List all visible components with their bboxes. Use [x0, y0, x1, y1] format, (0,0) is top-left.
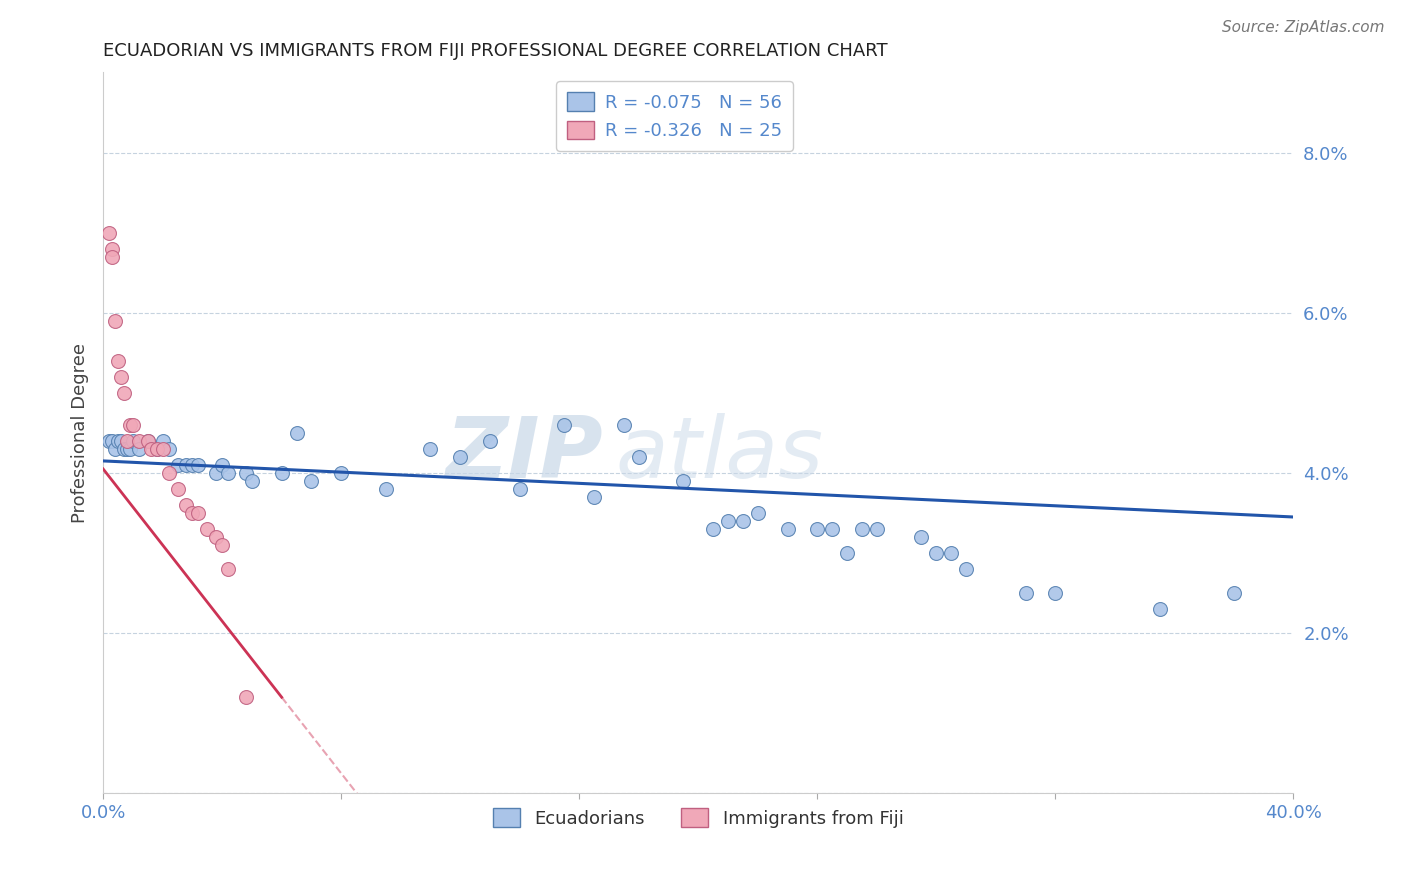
Point	[419, 442, 441, 456]
Point	[157, 442, 180, 456]
Point	[478, 434, 501, 448]
Point	[553, 417, 575, 432]
Point	[851, 522, 873, 536]
Point	[195, 522, 218, 536]
Y-axis label: Professional Degree: Professional Degree	[72, 343, 89, 523]
Point	[509, 482, 531, 496]
Point	[145, 442, 167, 456]
Point	[747, 506, 769, 520]
Point	[187, 458, 209, 472]
Point	[627, 450, 650, 464]
Point	[101, 250, 124, 264]
Point	[330, 466, 353, 480]
Point	[301, 474, 323, 488]
Point	[285, 425, 308, 440]
Point	[107, 434, 129, 448]
Text: Source: ZipAtlas.com: Source: ZipAtlas.com	[1222, 20, 1385, 35]
Point	[240, 474, 263, 488]
Text: atlas: atlas	[614, 413, 823, 496]
Point	[235, 466, 257, 480]
Point	[1149, 602, 1171, 616]
Point	[166, 458, 188, 472]
Legend: Ecuadorians, Immigrants from Fiji: Ecuadorians, Immigrants from Fiji	[486, 801, 911, 835]
Point	[128, 442, 150, 456]
Point	[449, 450, 471, 464]
Point	[115, 434, 138, 448]
Point	[98, 434, 121, 448]
Point	[672, 474, 695, 488]
Text: ZIP: ZIP	[446, 413, 603, 496]
Point	[866, 522, 889, 536]
Point	[955, 562, 977, 576]
Point	[217, 562, 239, 576]
Point	[1014, 586, 1036, 600]
Point	[98, 226, 121, 240]
Point	[702, 522, 724, 536]
Point	[136, 434, 159, 448]
Point	[104, 314, 127, 328]
Point	[941, 546, 963, 560]
Point	[211, 458, 233, 472]
Point	[806, 522, 828, 536]
Point	[115, 442, 138, 456]
Point	[613, 417, 636, 432]
Point	[181, 458, 204, 472]
Point	[112, 385, 135, 400]
Point	[217, 466, 239, 480]
Point	[205, 530, 228, 544]
Point	[374, 482, 396, 496]
Point	[136, 434, 159, 448]
Point	[157, 466, 180, 480]
Point	[145, 442, 167, 456]
Point	[118, 417, 141, 432]
Point	[1223, 586, 1246, 600]
Point	[181, 506, 204, 520]
Point	[776, 522, 799, 536]
Point	[104, 442, 127, 456]
Point	[166, 482, 188, 496]
Point	[270, 466, 292, 480]
Point	[176, 458, 198, 472]
Point	[101, 242, 124, 256]
Point	[122, 417, 145, 432]
Text: ECUADORIAN VS IMMIGRANTS FROM FIJI PROFESSIONAL DEGREE CORRELATION CHART: ECUADORIAN VS IMMIGRANTS FROM FIJI PROFE…	[103, 42, 887, 60]
Point	[152, 442, 174, 456]
Point	[821, 522, 844, 536]
Point	[910, 530, 932, 544]
Point	[205, 466, 228, 480]
Point	[583, 490, 606, 504]
Point	[925, 546, 948, 560]
Point	[176, 498, 198, 512]
Point	[110, 434, 132, 448]
Point	[235, 690, 257, 705]
Point	[112, 442, 135, 456]
Point	[152, 434, 174, 448]
Point	[1045, 586, 1067, 600]
Point	[107, 353, 129, 368]
Point	[731, 514, 754, 528]
Point	[118, 442, 141, 456]
Point	[717, 514, 740, 528]
Point	[101, 434, 124, 448]
Point	[139, 442, 162, 456]
Point	[128, 434, 150, 448]
Point	[835, 546, 858, 560]
Point	[122, 434, 145, 448]
Point	[187, 506, 209, 520]
Point	[211, 538, 233, 552]
Point	[110, 369, 132, 384]
